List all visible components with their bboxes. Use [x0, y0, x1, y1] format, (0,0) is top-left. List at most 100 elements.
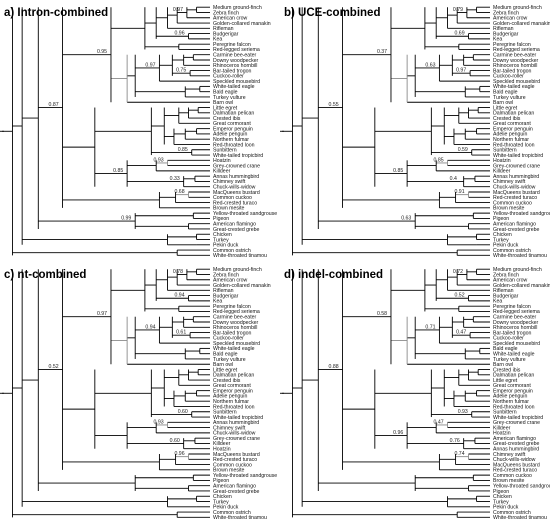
taxon-label: Bar-tailed trogon: [493, 330, 531, 336]
taxon-label: Red-crested turaco: [213, 200, 257, 206]
taxon-label: Speckled mousebird: [213, 79, 260, 85]
taxon-label: Carmine bee-eater: [493, 53, 537, 59]
taxon-label: Speckled mousebird: [493, 79, 540, 85]
taxon-label: Budgerigar: [213, 31, 239, 37]
taxon-label: Great cormorant: [493, 121, 531, 127]
taxon-label: Dalmatian pelican: [493, 111, 534, 117]
support-value: 0.85: [178, 147, 188, 153]
support-value: 0.75: [176, 68, 186, 74]
taxon-label: Medium ground-finch: [213, 267, 262, 273]
taxon-label: American flamingo: [493, 436, 536, 442]
support-value: 0.91: [454, 189, 464, 195]
support-value: 0.71: [425, 324, 435, 330]
taxon-label: Pekin duck: [493, 505, 519, 511]
taxon-label: White-tailed eagle: [493, 351, 535, 357]
taxon-label: Killdeer: [213, 169, 231, 175]
taxon-label: Bald eagle: [493, 89, 518, 95]
taxon-label: Kea: [213, 37, 222, 43]
taxon-label: Red-throated loon: [213, 142, 255, 148]
taxon-label: Red-throated loon: [493, 404, 535, 410]
taxon-label: American crow: [213, 16, 248, 22]
taxon-label: Red-legged seriema: [213, 309, 260, 315]
taxon-label: White-tailed eagle: [213, 84, 255, 90]
support-value: 0.97: [173, 7, 183, 13]
support-value: 0.74: [454, 451, 464, 457]
support-value: 0.94: [145, 324, 155, 330]
support-value: 0.78: [173, 269, 183, 275]
taxon-label: Common cuckoo: [213, 195, 252, 201]
taxon-label: Yellow-throated sandgrouse: [493, 211, 550, 217]
taxon-label: Carmine bee-eater: [213, 315, 257, 321]
taxon-label: American crow: [493, 278, 528, 284]
taxon-label: Red-crested turaco: [493, 195, 537, 201]
taxon-label: Common cuckoo: [213, 462, 252, 468]
taxon-label: White-tailed tropicbird: [213, 153, 263, 159]
taxon-label: Dalmatian pelican: [213, 373, 254, 379]
support-value: 0.96: [174, 451, 184, 457]
taxon-label: MacQueens bustard: [493, 190, 540, 196]
taxon-label: Rhinoceros hornbill: [493, 63, 537, 69]
taxon-label: Great-crested grebe: [213, 227, 260, 233]
taxon-label: Northern fulmar: [493, 137, 529, 143]
taxon-label: Downy woodpecker: [493, 58, 539, 64]
taxon-label: American flamingo: [213, 221, 256, 227]
support-value: 0.63: [401, 215, 411, 221]
taxon-label: Zebra finch: [213, 10, 239, 16]
taxon-label: Chimney swift: [213, 425, 246, 431]
taxon-label: Grey-crowned crane: [213, 436, 260, 442]
taxon-label: Pekin duck: [213, 243, 239, 249]
taxon-label: Common cuckoo: [493, 200, 532, 206]
taxon-label: Peregrine falcon: [213, 304, 251, 310]
taxon-label: Hoatzin: [493, 431, 511, 437]
taxon-label: Yellow-throated sandgrouse: [493, 483, 550, 489]
taxon-label: Golden-collared manakin: [493, 283, 550, 289]
taxon-label: Common cuckoo: [493, 473, 532, 479]
taxon-label: White-tailed eagle: [493, 84, 535, 90]
taxon-label: American flamingo: [213, 483, 256, 489]
taxon-label: Little egret: [493, 105, 518, 111]
support-value: 0.96: [393, 430, 403, 436]
taxon-label: Red-throated loon: [213, 404, 255, 410]
taxon-label: Rifleman: [493, 26, 514, 32]
taxon-label: Adelie penguin: [213, 394, 247, 400]
taxon-label: Golden-collared manakin: [213, 283, 271, 289]
taxon-label: Yellow-throated sandgrouse: [213, 473, 277, 479]
taxon-label: Common ostrich: [213, 248, 251, 254]
taxon-label: Pekin duck: [213, 505, 239, 511]
taxon-label: White-throated tinamou: [213, 253, 267, 259]
taxon-label: Chimney swift: [493, 179, 526, 185]
taxon-label: Rifleman: [493, 288, 514, 294]
panel-title: b) UCE-combined: [284, 7, 380, 19]
taxon-label: Grey-crowned crane: [493, 420, 540, 426]
taxon-label: Common ostrich: [493, 248, 531, 254]
support-value: 0.61: [176, 330, 186, 336]
taxon-label: Downy woodpecker: [213, 320, 259, 326]
taxon-label: Dalmatian pelican: [213, 111, 254, 117]
support-value: 0.55: [329, 102, 339, 108]
panel-1: a) Intron-combined Medium ground-finchZeb…: [0, 5, 277, 259]
taxon-label: Pigeon: [213, 216, 229, 222]
support-value: 0.93: [458, 409, 468, 415]
taxon-label: Bar-tailed trogon: [213, 330, 251, 336]
taxon-label: Great-crested grebe: [493, 227, 540, 233]
taxon-label: Pekin duck: [493, 243, 519, 249]
taxon-label: Peregrine falcon: [493, 42, 531, 48]
taxon-label: Common ostrich: [213, 510, 251, 516]
support-value: 0.47: [456, 330, 466, 336]
taxon-label: Pigeon: [493, 489, 509, 495]
taxon-label: Sunbittern: [493, 410, 517, 416]
taxon-label: MacQueens bustard: [213, 190, 260, 196]
taxon-label: Rhinoceros hornbill: [493, 325, 537, 331]
taxon-label: Crested ibis: [213, 116, 241, 122]
taxon-label: Killdeer: [213, 441, 231, 447]
taxon-label: Chicken: [493, 494, 512, 500]
support-value: 0.52: [49, 364, 59, 370]
taxon-label: Barn owl: [213, 100, 233, 106]
taxon-label: Chimney swift: [213, 179, 246, 185]
taxon-label: Crested ibis: [213, 378, 241, 384]
taxon-label: Crested ibis: [493, 367, 521, 373]
taxon-label: Barn owl: [493, 362, 513, 368]
support-value: 0.88: [329, 364, 339, 370]
